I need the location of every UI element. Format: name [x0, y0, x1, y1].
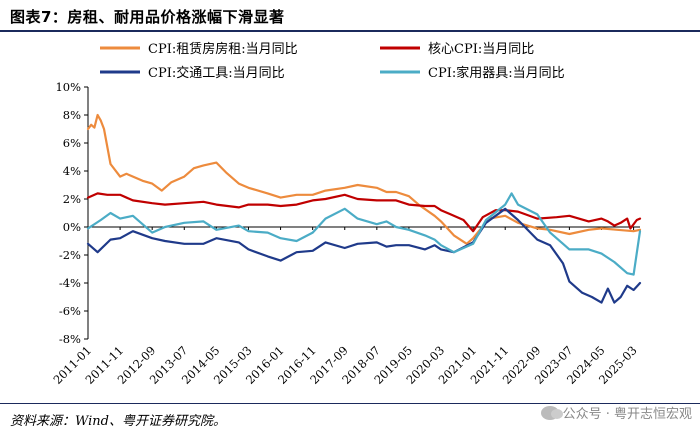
wechat-icon [540, 405, 563, 420]
watermark: 公众号 · 粤开志恒宏观 [540, 403, 692, 422]
line-chart: CPI:租赁房房租:当月同比 核心CPI:当月同比 CPI:交通工具:当月同比 CPI… [50, 41, 642, 387]
series-line-1 [86, 113, 642, 245]
chart-legend: CPI:租赁房房租:当月同比 核心CPI:当月同比 CPI:交通工具:当月同比 CPI… [100, 41, 565, 81]
y-tick-label: -4% [59, 276, 81, 290]
y-tick-label: -6% [59, 304, 81, 318]
series-line-2 [86, 192, 642, 233]
y-tick-label: -8% [59, 332, 81, 346]
title-divider [0, 30, 700, 32]
y-tick-label: 8% [63, 108, 81, 122]
footer-divider [0, 403, 700, 404]
y-tick-label: 10% [55, 80, 81, 94]
chart-series [86, 113, 642, 304]
y-tick-label: 2% [63, 192, 81, 206]
series-line-3 [86, 207, 642, 304]
series-line-4 [86, 192, 642, 276]
legend-label-1: CPI:租赁房房租:当月同比 [148, 41, 298, 57]
y-tick-label: 0% [63, 220, 81, 234]
chart-title: 图表7：房租、耐用品价格涨幅下滑显著 [10, 8, 285, 26]
source-note: 资料来源：Wind、粤开证券研究院。 [10, 414, 226, 429]
legend-label-2: 核心CPI:当月同比 [428, 42, 534, 57]
watermark-text: 公众号 · 粤开志恒宏观 [562, 407, 692, 422]
legend-label-3: CPI:交通工具:当月同比 [148, 65, 285, 81]
legend-label-4: CPI:家用器具:当月同比 [428, 65, 565, 81]
y-tick-label: 4% [63, 164, 81, 178]
y-tick-label: 6% [63, 136, 81, 150]
y-tick-label: -2% [59, 248, 81, 262]
